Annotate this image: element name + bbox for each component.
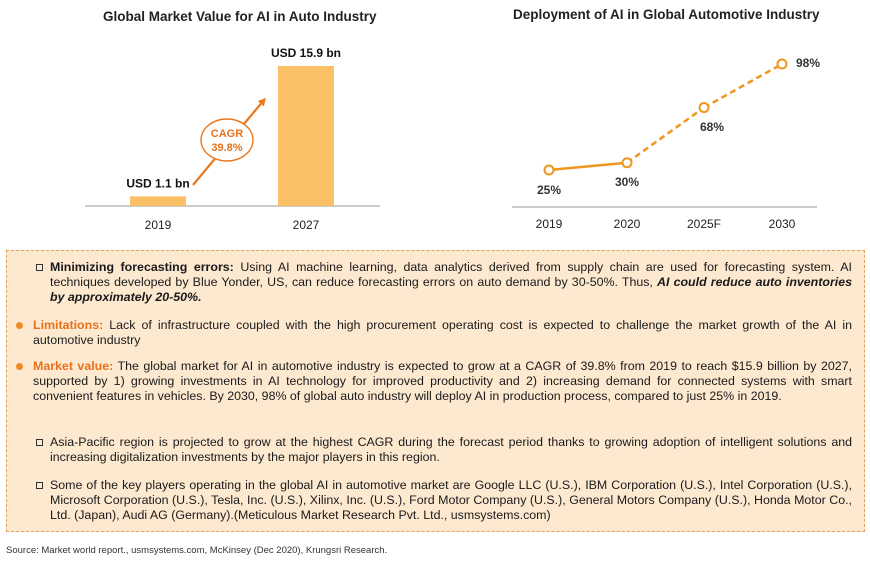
- bar-value-label: USD 15.9 bn: [271, 46, 341, 60]
- line-point-2025F: [698, 102, 710, 114]
- orange-bullet-icon: [16, 322, 23, 329]
- line-tick-label: 2020: [614, 217, 641, 231]
- bullet-asia-pacific: Asia-Pacific region is projected to grow…: [50, 435, 852, 465]
- cagr-label: CAGR: [211, 128, 243, 140]
- line-value-label: 30%: [615, 175, 639, 189]
- line-segment: [626, 106, 705, 164]
- bar-chart: USD 1.1 bn 2019 USD 15.9 bn 2027 CAGR 39.8%: [85, 46, 380, 232]
- bar-2019: [130, 196, 186, 206]
- bullet-key-players: Some of the key players operating in the…: [50, 478, 852, 524]
- orange-bullet-icon: [16, 363, 23, 370]
- bar-tick-label: 2019: [145, 218, 172, 232]
- bullet-text: Lack of infrastructure coupled with the …: [33, 318, 852, 348]
- line-value-label: 98%: [796, 56, 820, 70]
- line-point-2019: [543, 164, 555, 176]
- info-box: [6, 250, 865, 532]
- line-value-label: 25%: [537, 183, 561, 197]
- line-chart: 25% 2019 30% 2020 68% 2025F 98% 2030: [512, 56, 820, 231]
- line-tick-label: 2019: [536, 217, 563, 231]
- bullet-market-value: Market value: The global market for AI i…: [33, 359, 852, 405]
- bar-chart-title: Global Market Value for AI in Auto Indus…: [103, 9, 377, 24]
- line-segment: [703, 62, 783, 109]
- line-point-2030: [776, 58, 788, 70]
- bar-2027: [278, 66, 334, 206]
- cagr-badge: [200, 118, 254, 162]
- square-bullet-icon: [36, 439, 43, 446]
- bar-value-label: USD 1.1 bn: [126, 176, 189, 190]
- bullet-label: Minimizing forecasting errors:: [50, 260, 234, 274]
- bullet-label: Market value:: [33, 359, 114, 373]
- source-note: Source: Market world report., usmsystems…: [6, 545, 388, 556]
- charts-canvas: USD 1.1 bn 2019 USD 15.9 bn 2027 CAGR 39.8% 2…: [85, 46, 820, 232]
- bullet-label: Limitations:: [33, 318, 104, 332]
- bullet-text: Using AI machine learning, data analytic…: [50, 260, 852, 290]
- square-bullet-icon: [36, 482, 43, 489]
- bullet-text: The global market for AI in automotive i…: [33, 359, 853, 404]
- bullet-emphasis: AI could reduce auto inventories by appr…: [50, 275, 852, 305]
- line-value-label: 68%: [700, 120, 724, 134]
- bullet-text: Asia-Pacific region is projected to grow…: [50, 435, 852, 465]
- line-segment: [548, 161, 628, 172]
- bullet-text: Some of the key players operating in the…: [50, 478, 852, 523]
- line-chart-title: Deployment of AI in Global Automotive In…: [513, 7, 820, 22]
- line-tick-label: 2030: [769, 217, 796, 231]
- cagr-value: 39.8%: [211, 142, 242, 154]
- bullet-forecasting-errors: Minimizing forecasting errors: Using AI …: [50, 260, 852, 306]
- line-tick-label: 2025F: [687, 217, 721, 231]
- line-point-2020: [621, 157, 633, 169]
- bullet-limitations: Limitations: Lack of infrastructure coup…: [33, 318, 852, 348]
- bar-tick-label: 2027: [293, 218, 320, 232]
- square-bullet-icon: [36, 264, 43, 271]
